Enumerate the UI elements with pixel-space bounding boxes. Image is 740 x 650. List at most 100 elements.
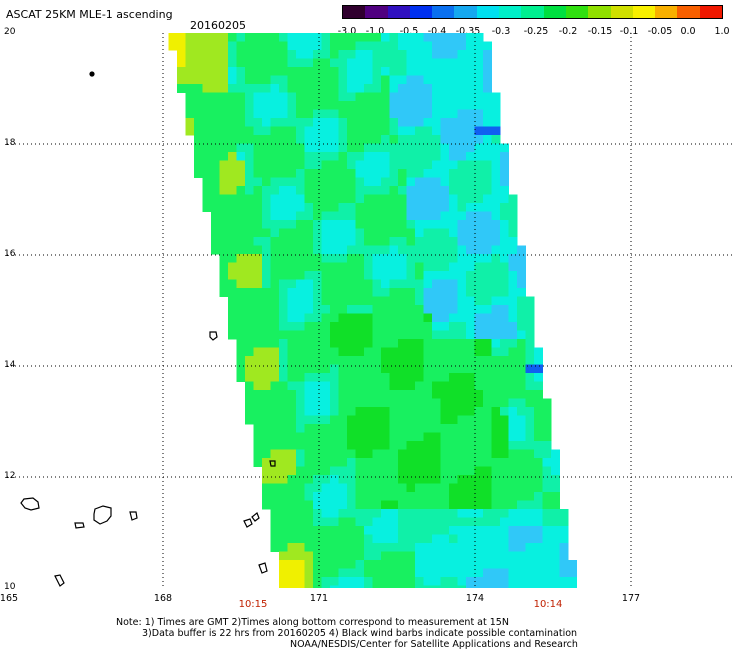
- swath-cell: [372, 458, 382, 467]
- swath-cell: [330, 50, 339, 59]
- swath-cell: [262, 356, 271, 365]
- swath-cell: [474, 339, 484, 348]
- swath-cell: [406, 271, 416, 280]
- swath-cell: [330, 177, 339, 187]
- swath-cell: [389, 500, 399, 510]
- swath-cell: [389, 475, 399, 484]
- swath-cell: [236, 58, 246, 68]
- swath-cell: [423, 194, 433, 204]
- swath-cell: [347, 415, 356, 425]
- swath-cell: [321, 305, 331, 314]
- swath-cell: [338, 449, 348, 459]
- swath-cell: [338, 67, 348, 76]
- swath-cell: [194, 109, 203, 119]
- swath-cell: [355, 169, 365, 178]
- swath-cell: [287, 475, 297, 484]
- swath-cell: [245, 330, 254, 340]
- swath-cell: [330, 577, 339, 586]
- swath-cell: [236, 50, 246, 59]
- swath-cell: [440, 577, 450, 586]
- swath-cell: [423, 526, 433, 535]
- swath-cell: [245, 41, 254, 51]
- swath-cell: [296, 160, 305, 170]
- swath-cell: [279, 92, 288, 102]
- swath-cell: [304, 449, 314, 459]
- swath-cell: [406, 58, 416, 68]
- swath-cell: [406, 186, 416, 195]
- swath-cell: [313, 160, 322, 170]
- swath-cell: [491, 381, 501, 391]
- swath-cell: [474, 441, 484, 450]
- swath-cell: [474, 560, 484, 569]
- swath-cell: [415, 322, 424, 331]
- swath-cell: [296, 543, 305, 552]
- swath-cell: [321, 424, 331, 433]
- swath-cell: [559, 585, 569, 588]
- island-west-3: [93, 505, 112, 525]
- swath-cell: [194, 135, 203, 144]
- island-east-1: [243, 518, 253, 528]
- swath-cell: [466, 279, 475, 289]
- swath-cell: [457, 203, 467, 212]
- swath-cell: [432, 75, 441, 85]
- swath-cell: [440, 492, 450, 501]
- swath-cell: [313, 356, 322, 365]
- swath-cell: [304, 118, 314, 127]
- swath-cell: [355, 475, 365, 484]
- swath-cell: [440, 50, 450, 59]
- swath-cell: [313, 152, 322, 161]
- swath-cell: [245, 339, 254, 348]
- swath-cell: [279, 509, 288, 518]
- colorbar-segment: [521, 6, 544, 18]
- swath-cell: [398, 41, 407, 51]
- swath-cell: [415, 109, 424, 119]
- swath-cell: [219, 220, 229, 229]
- swath-cell: [389, 220, 399, 229]
- swath-cell: [330, 330, 339, 340]
- swath-cell: [202, 160, 212, 170]
- swath-cell: [483, 75, 492, 85]
- swath-cell: [432, 398, 441, 408]
- swath-cell: [355, 33, 365, 42]
- swath-cell: [415, 296, 424, 306]
- swath-cell: [296, 101, 305, 110]
- swath-cell: [338, 364, 348, 374]
- swath-cell: [347, 330, 356, 340]
- swath-cell: [245, 245, 254, 255]
- swath-cell: [457, 483, 467, 493]
- swath-cell: [279, 339, 288, 348]
- swath-cell: [313, 313, 322, 323]
- longitude-label: 177: [621, 593, 641, 604]
- swath-cell: [279, 432, 288, 442]
- swath-cell: [330, 543, 339, 552]
- swath-cell: [432, 228, 441, 238]
- swath-cell: [432, 475, 441, 484]
- swath-cell: [449, 245, 458, 255]
- swath-cell: [313, 407, 322, 416]
- swath-cell: [287, 313, 297, 323]
- swath-cell: [508, 517, 518, 527]
- swath-cell: [389, 483, 399, 493]
- swath-cell: [406, 75, 416, 85]
- swath-cell: [253, 424, 263, 433]
- swath-cell: [372, 220, 382, 229]
- swath-cell: [270, 449, 280, 459]
- swath-cell: [262, 169, 271, 178]
- swath-cell: [253, 347, 263, 357]
- swath-cell: [202, 135, 212, 144]
- swath-cell: [347, 271, 356, 280]
- swath-cell: [534, 458, 543, 467]
- swath-cell: [364, 543, 373, 552]
- swath-cell: [389, 407, 399, 416]
- swath-cell: [432, 50, 441, 59]
- swath-cell: [508, 449, 518, 459]
- swath-cell: [338, 407, 348, 416]
- swath-cell: [304, 339, 314, 348]
- swath-cell: [355, 152, 365, 161]
- swath-cell: [321, 568, 331, 578]
- swath-cell: [398, 220, 407, 229]
- swath-cell: [432, 296, 441, 306]
- swath-cell: [245, 356, 254, 365]
- swath-cell: [355, 407, 365, 416]
- swath-cell: [236, 313, 246, 323]
